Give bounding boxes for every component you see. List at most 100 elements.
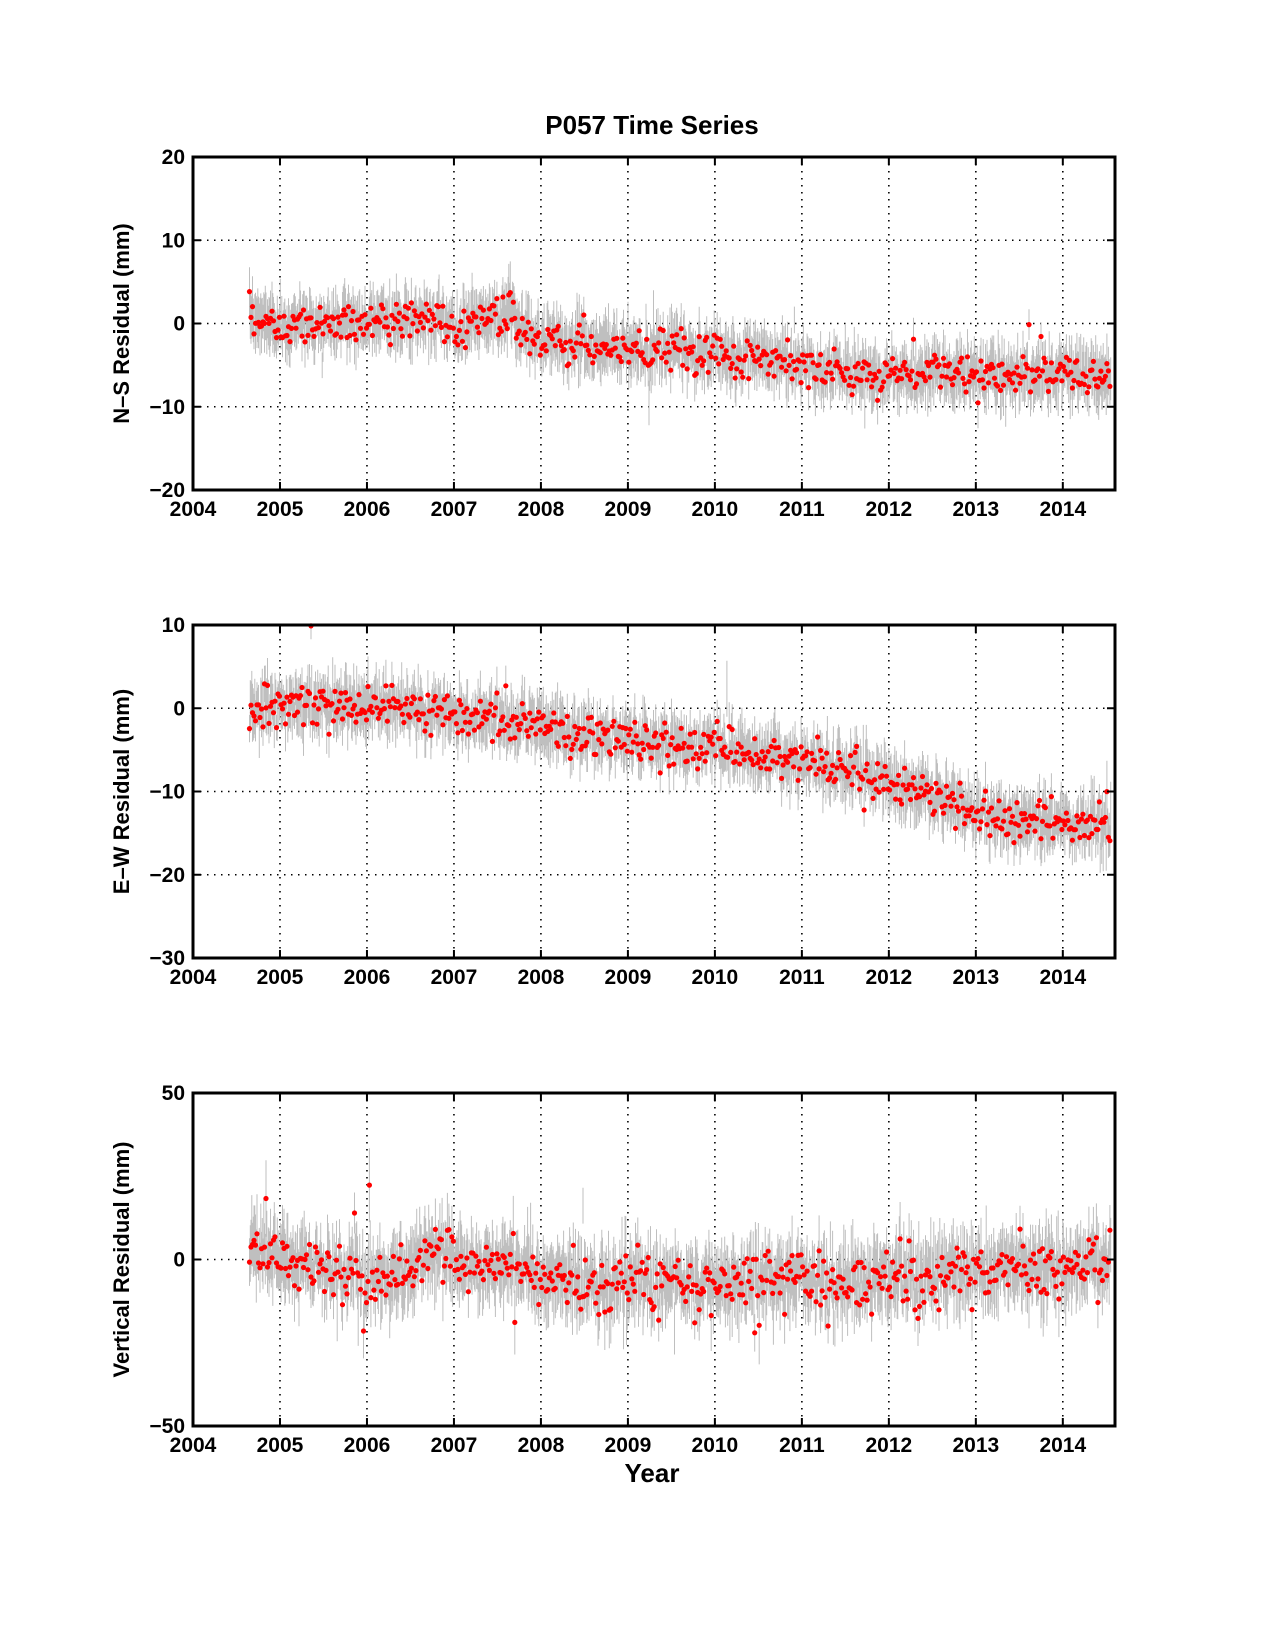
data-point [810,360,816,366]
data-point [734,366,740,372]
data-point [554,1265,560,1271]
data-point [876,368,882,374]
data-point [266,720,272,727]
data-point [702,758,708,764]
data-point [375,1278,381,1285]
data-point [879,384,885,390]
data-point [351,702,358,709]
data-point [369,1269,375,1275]
data-point [356,692,362,698]
data-point [408,300,414,306]
data-point [1023,361,1029,367]
data-point [1072,1249,1078,1255]
data-point [1023,816,1029,822]
data-point [870,795,876,802]
x-tick-label: 2014 [1039,966,1086,989]
data-point [761,758,767,764]
data-point [503,1260,509,1266]
data-point [873,375,879,381]
data-point [284,694,290,700]
data-point [264,1264,271,1270]
data-point [815,734,821,740]
data-point [834,1295,840,1301]
data-point [609,723,615,729]
data-point [827,1286,833,1292]
data-point [723,1293,729,1299]
data-point [429,311,435,317]
data-point [438,324,444,330]
data-point [994,383,1001,389]
data-point [386,332,392,338]
x-tick-label: 2013 [952,966,999,989]
data-point [462,719,468,725]
data-point [314,1249,320,1255]
data-point [263,1195,269,1202]
data-point [653,1284,659,1290]
data-point [798,744,804,750]
y-tick-label: 0 [173,313,185,336]
data-point [507,736,513,742]
data-point [1000,382,1007,388]
data-point [513,335,519,341]
data-point [943,374,950,380]
data-point [531,341,537,347]
data-point [750,352,756,359]
data-point [599,1262,605,1268]
data-point [578,341,584,347]
data-point [425,692,431,698]
data-point [1069,1269,1075,1275]
data-point [762,1252,768,1259]
data-point [300,722,307,728]
x-tick-label: 2004 [170,1434,217,1457]
data-point [740,374,746,380]
data-point [486,306,492,312]
x-axis-label: Year [625,1458,680,1488]
data-point [713,753,719,759]
data-point [680,362,686,368]
data-point [1038,836,1044,842]
data-point [303,1252,310,1258]
data-point [618,358,624,365]
data-point [897,1236,903,1242]
data-point [1009,1256,1016,1262]
data-point [707,1270,713,1276]
data-point [907,377,914,383]
data-point [792,1279,798,1285]
data-point [581,726,587,732]
data-point [510,1230,516,1237]
data-point [315,1269,322,1275]
data-point [782,753,788,760]
data-point [893,796,899,802]
data-point [650,357,656,363]
data-point [428,327,434,333]
data-point [940,810,947,816]
data-point [942,1282,948,1288]
data-point [531,1284,537,1290]
data-point [452,709,458,715]
data-point [686,1274,692,1280]
data-point [864,761,870,767]
data-point [982,788,989,794]
data-point [752,736,758,742]
data-point [564,1299,570,1306]
data-point [722,744,728,750]
data-point [626,359,632,365]
data-point [404,695,410,702]
data-point [723,348,729,354]
data-point [422,728,428,734]
data-point [504,1265,510,1271]
data-point [644,727,650,733]
data-point [1068,1258,1074,1264]
data-point [657,770,663,776]
data-point [997,387,1004,393]
data-point [282,721,289,727]
data-point [626,1297,632,1303]
data-point [278,1265,284,1271]
data-point [972,818,978,824]
data-point [369,709,375,715]
data-point [317,304,323,310]
data-point [711,1280,717,1286]
data-point [321,1288,328,1295]
data-point [563,1287,569,1293]
x-tick-label: 2005 [257,1434,304,1457]
